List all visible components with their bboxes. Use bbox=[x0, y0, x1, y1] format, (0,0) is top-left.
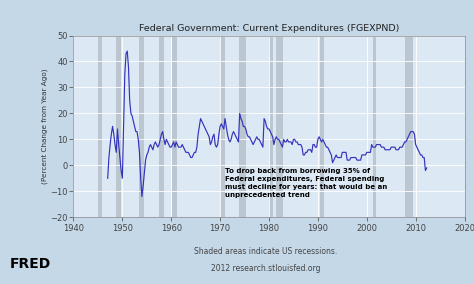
Bar bbox=[159, 36, 164, 217]
Bar bbox=[373, 36, 376, 217]
Text: FRED: FRED bbox=[9, 257, 51, 271]
Bar bbox=[219, 36, 225, 217]
Bar bbox=[276, 36, 283, 217]
Text: 2012 research.stlouisfed.org: 2012 research.stlouisfed.org bbox=[210, 264, 320, 273]
Bar bbox=[239, 36, 246, 217]
Bar bbox=[320, 36, 324, 217]
Bar bbox=[405, 36, 413, 217]
Bar bbox=[172, 36, 177, 217]
Y-axis label: (Percent Change from Year Ago): (Percent Change from Year Ago) bbox=[41, 69, 47, 184]
Bar bbox=[269, 36, 273, 217]
Text: Shaded areas indicate US recessions.: Shaded areas indicate US recessions. bbox=[194, 247, 337, 256]
Bar bbox=[98, 36, 102, 217]
Title: Federal Government: Current Expenditures (FGEXPND): Federal Government: Current Expenditures… bbox=[139, 24, 399, 33]
Bar bbox=[117, 36, 121, 217]
Bar bbox=[139, 36, 145, 217]
Text: To drop back from borrowing 35% of
Federal expenditures, Federal spending
must d: To drop back from borrowing 35% of Feder… bbox=[225, 168, 387, 198]
